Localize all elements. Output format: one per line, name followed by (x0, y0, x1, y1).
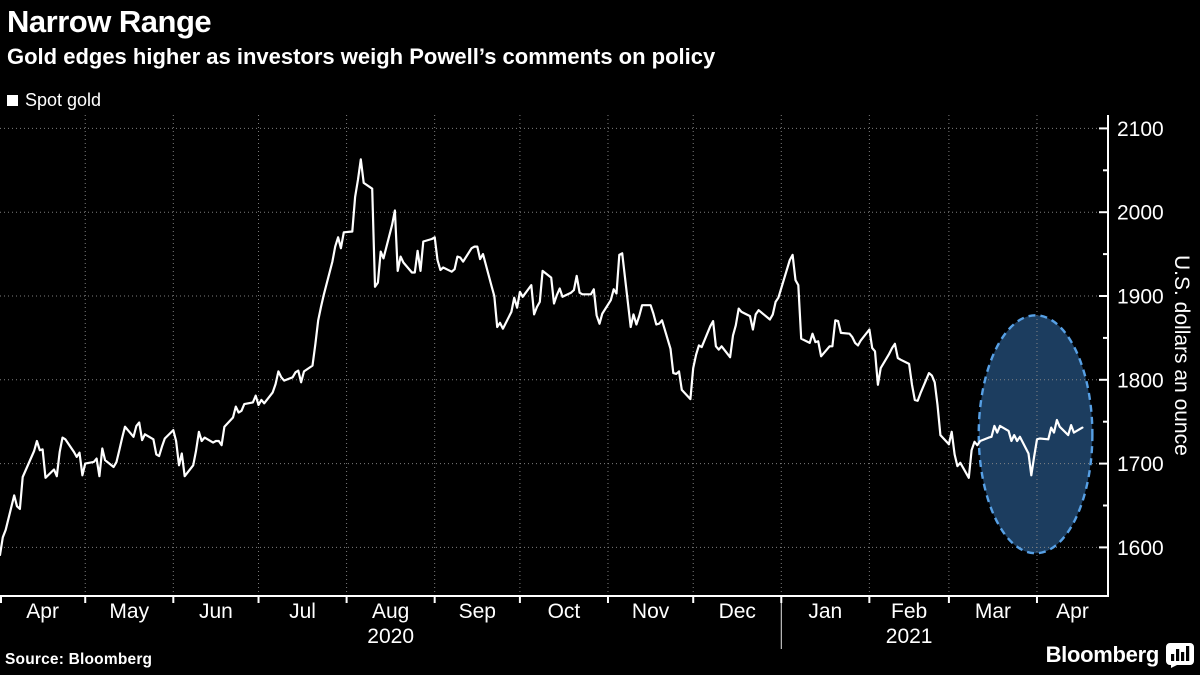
highlight-ellipse-border (977, 314, 1094, 555)
y-tick-label: 1700 (1117, 453, 1164, 476)
y-tick-label: 2000 (1117, 202, 1164, 225)
legend-label: Spot gold (25, 90, 102, 110)
y-tick-label: 1800 (1117, 369, 1164, 392)
x-year-label: 2020 (367, 625, 414, 648)
chart-subtitle: Gold edges higher as investors weigh Pow… (7, 44, 716, 69)
x-month-label: Jun (199, 600, 233, 623)
x-month-label: Feb (891, 600, 927, 623)
source-note: Source: Bloomberg (5, 651, 153, 668)
legend-swatch-icon (7, 95, 18, 106)
highlight-ellipse-fill (978, 315, 1093, 554)
x-month-label: Oct (548, 600, 581, 623)
chart-title: Narrow Range (7, 4, 212, 39)
y-axis-title: U.S. dollars an ounce (1170, 255, 1193, 456)
bloomberg-chart-bubble-icon (1166, 642, 1194, 668)
x-year-label: 2021 (886, 625, 933, 648)
x-month-label: Jan (808, 600, 842, 623)
x-month-label: Apr (26, 600, 59, 623)
x-month-label: Sep (459, 600, 496, 623)
x-month-label: Aug (372, 600, 409, 623)
x-month-label: Jul (289, 600, 316, 623)
y-tick-label: 1600 (1117, 537, 1164, 560)
x-month-label: Apr (1056, 600, 1089, 623)
y-tick-label: 2100 (1117, 118, 1164, 141)
x-month-label: Mar (975, 600, 1011, 623)
price-line (0, 158, 1084, 557)
bloomberg-logo: Bloomberg (1046, 642, 1194, 668)
x-month-label: May (109, 600, 149, 623)
x-month-label: Nov (632, 600, 670, 623)
y-tick-label: 1900 (1117, 286, 1164, 309)
legend: Spot gold (7, 90, 101, 111)
x-month-label: Dec (719, 600, 756, 623)
bloomberg-logo-text: Bloomberg (1045, 642, 1160, 667)
